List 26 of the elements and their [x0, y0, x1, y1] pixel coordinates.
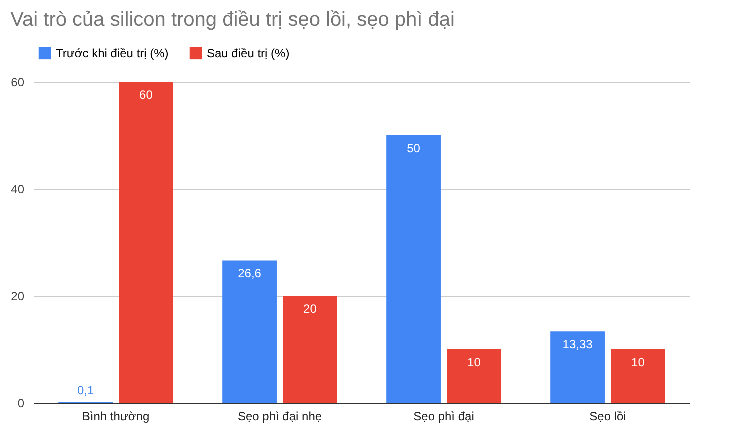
bar [447, 350, 502, 403]
bar [283, 296, 338, 403]
legend-label: Sau điều trị (%) [207, 46, 290, 60]
data-label: 50 [407, 142, 421, 156]
chart-title: Vai trò của silicon trong điều trị sẹo lồi, sẹo phì đại [10, 9, 455, 31]
data-label: 20 [304, 302, 318, 316]
data-label: 10 [632, 356, 646, 370]
x-tick-label: Sẹo phì đại nhẹ [238, 410, 322, 424]
x-tick-label: Bình thường [82, 410, 150, 424]
data-label: 10 [468, 356, 482, 370]
data-label: 26,6 [238, 266, 262, 281]
y-tick-label: 60 [11, 76, 25, 90]
bar [611, 350, 666, 403]
bar [550, 332, 605, 403]
y-tick-label: 20 [11, 290, 25, 304]
y-tick-label: 40 [11, 182, 25, 196]
bar [386, 136, 441, 403]
data-label: 13,33 [562, 338, 594, 352]
x-tick-label: Sẹo phì đại [414, 410, 474, 424]
bar [222, 260, 277, 403]
legend-label: Trước khi điều trị (%) [56, 46, 169, 60]
bar [119, 82, 174, 403]
data-label: 60 [140, 88, 154, 102]
x-tick-label: Sẹo lồi [590, 410, 626, 424]
y-tick-label: 0 [18, 396, 25, 410]
data-label: 0,1 [77, 383, 94, 398]
